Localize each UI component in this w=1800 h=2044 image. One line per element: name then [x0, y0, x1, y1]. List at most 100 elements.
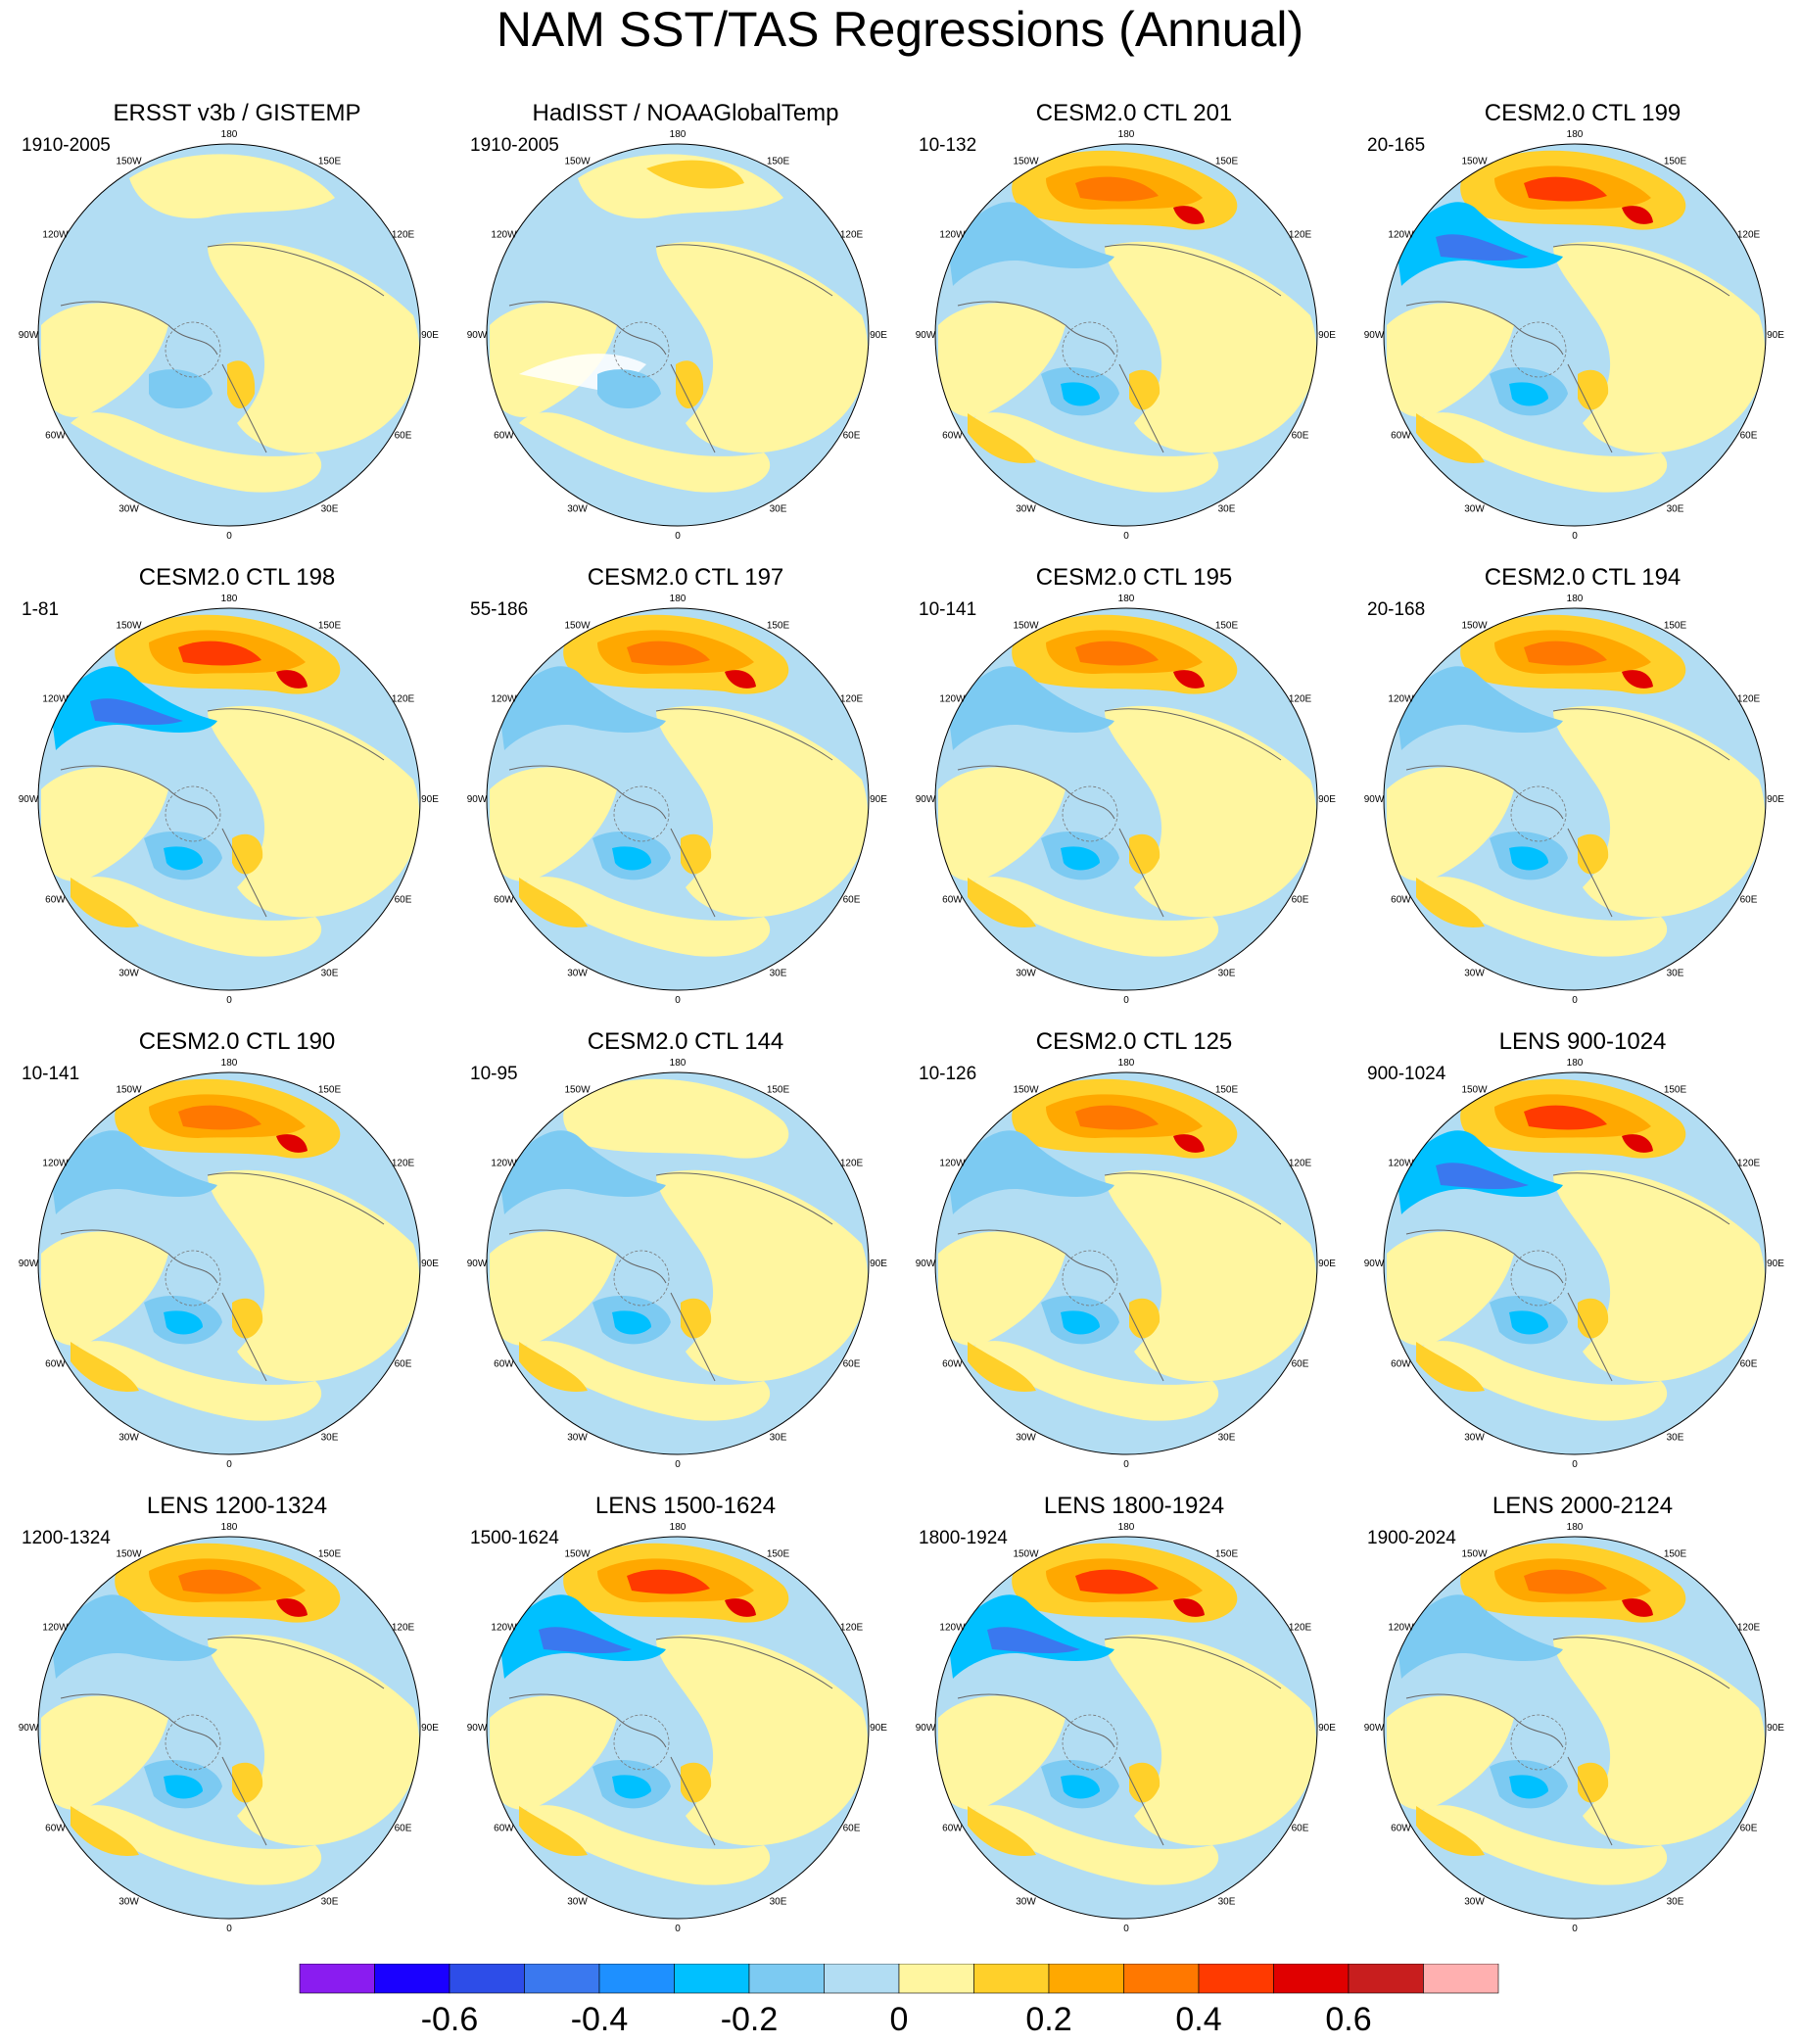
polar-map: 180 150E 120E 90E 60E 30E 0 30W 60W 90W 120W 150W: [916, 129, 1337, 542]
longitude-label: 90E: [421, 794, 439, 805]
longitude-label: 30W: [1464, 1433, 1485, 1444]
longitude-label: 120W: [491, 1623, 517, 1634]
polar-map: 180 150E 120E 90E 60E 30E 0 30W 60W 90W 120W 150W: [467, 129, 888, 542]
longitude-label: 120E: [840, 1159, 864, 1169]
panel-period: 20-165: [1367, 135, 1426, 156]
map-panel: CESM2.0 CTL 194 20-168 180 150E 120E 90E 60E 30…: [1357, 564, 1800, 1024]
panel-title: CESM2.0 CTL 195: [1035, 564, 1233, 591]
colorbar-swatch: [449, 1964, 525, 1994]
longitude-label: 150W: [1013, 156, 1039, 166]
longitude-label: 60W: [942, 1824, 963, 1834]
longitude-label: 150E: [318, 620, 342, 631]
longitude-label: 180: [1567, 129, 1584, 140]
polar-map: 180 150E 120E 90E 60E 30E 0 30W 60W 90W 120W 150W: [916, 1522, 1337, 1934]
polar-map: 180 150E 120E 90E 60E 30E 0 30W 60W 90W 120W 150W: [19, 1058, 440, 1470]
longitude-label: 150W: [116, 620, 142, 631]
longitude-label: 90W: [19, 330, 39, 341]
longitude-label: 90W: [19, 1259, 39, 1269]
longitude-label: 30E: [1667, 1897, 1684, 1908]
panel-period: 20-168: [1367, 599, 1426, 620]
colorbar-swatch: [1348, 1964, 1424, 1994]
longitude-label: 30W: [1016, 1897, 1036, 1908]
longitude-label: 150W: [1461, 1084, 1488, 1095]
longitude-label: 0: [226, 1459, 232, 1470]
map-panel: CESM2.0 CTL 190 10-141 180 150E 120E 90E 60E 30…: [12, 1028, 462, 1489]
map-panel: CESM2.0 CTL 199 20-165 180 150E 120E 90E 60E 30…: [1357, 100, 1800, 560]
longitude-label: 180: [1567, 1058, 1584, 1069]
longitude-label: 0: [1572, 531, 1578, 542]
longitude-label: 30E: [770, 504, 787, 515]
colorbar-tick-label: -0.6: [421, 2001, 479, 2038]
panel-period: 1910-2005: [22, 135, 111, 156]
colorbar-swatch: [524, 1964, 600, 1994]
longitude-label: 30E: [1218, 1433, 1236, 1444]
panel-period: 1800-1924: [919, 1528, 1008, 1548]
longitude-label: 120W: [1388, 694, 1414, 705]
longitude-label: 60W: [45, 1359, 66, 1370]
colorbar-swatch: [374, 1964, 450, 1994]
colorbar-swatch: [1198, 1964, 1274, 1994]
longitude-label: 60W: [494, 431, 514, 442]
longitude-label: 120W: [42, 230, 69, 241]
longitude-label: 90E: [1767, 1259, 1784, 1269]
longitude-label: 150W: [564, 620, 591, 631]
longitude-label: 60E: [843, 895, 861, 906]
longitude-label: 180: [221, 1058, 238, 1069]
longitude-label: 90W: [916, 794, 936, 805]
longitude-label: 90E: [1767, 1723, 1784, 1734]
longitude-label: 120E: [840, 694, 864, 705]
colorbar-swatch: [898, 1964, 974, 1994]
colorbar-tick-label: 0.2: [1025, 2001, 1071, 2038]
polar-map: 180 150E 120E 90E 60E 30E 0 30W 60W 90W 120W 150W: [1364, 594, 1785, 1006]
colorbar-swatch: [973, 1964, 1050, 1994]
longitude-label: 150E: [1664, 1084, 1687, 1095]
longitude-label: 120W: [491, 230, 517, 241]
longitude-label: 120E: [1737, 230, 1761, 241]
longitude-label: 30E: [1218, 969, 1236, 979]
panel-title: CESM2.0 CTL 194: [1484, 564, 1682, 591]
colorbar-swatch: [674, 1964, 750, 1994]
longitude-label: 30W: [567, 1897, 588, 1908]
longitude-label: 60E: [395, 431, 412, 442]
colorbar-swatch: [1273, 1964, 1350, 1994]
longitude-label: 30W: [1464, 969, 1485, 979]
longitude-label: 90W: [467, 330, 488, 341]
longitude-label: 0: [1123, 1459, 1129, 1470]
longitude-label: 0: [226, 995, 232, 1006]
longitude-label: 90E: [870, 1723, 887, 1734]
longitude-label: 120E: [1737, 1623, 1761, 1634]
longitude-label: 60W: [45, 431, 66, 442]
longitude-label: 180: [1118, 1522, 1135, 1533]
longitude-label: 120E: [840, 230, 864, 241]
longitude-label: 180: [670, 1522, 687, 1533]
longitude-label: 60E: [1292, 1359, 1309, 1370]
longitude-label: 90W: [1364, 1723, 1385, 1734]
map-panel: CESM2.0 CTL 144 10-95 180 150E 120E 90E 60E 30E…: [460, 1028, 911, 1489]
longitude-label: 90E: [421, 330, 439, 341]
longitude-label: 120E: [1289, 694, 1312, 705]
longitude-label: 90E: [1318, 794, 1336, 805]
colorbar-tick-label: 0: [890, 2001, 909, 2038]
longitude-label: 30E: [321, 1433, 339, 1444]
polar-map: 180 150E 120E 90E 60E 30E 0 30W 60W 90W 120W 150W: [19, 1522, 440, 1934]
longitude-label: 120E: [1737, 1159, 1761, 1169]
longitude-label: 180: [1567, 1522, 1584, 1533]
map-panel: HadISST / NOAAGlobalTemp 1910-2005 180 150E…: [460, 100, 911, 560]
longitude-label: 60W: [45, 1824, 66, 1834]
longitude-label: 90W: [19, 794, 39, 805]
panel-title: LENS 1800-1924: [1043, 1493, 1225, 1519]
longitude-label: 120W: [491, 1159, 517, 1169]
longitude-label: 0: [675, 531, 681, 542]
longitude-label: 120W: [491, 694, 517, 705]
longitude-label: 120E: [840, 1623, 864, 1634]
panel-title: CESM2.0 CTL 144: [587, 1028, 784, 1055]
longitude-label: 120W: [939, 694, 966, 705]
longitude-label: 150W: [116, 156, 142, 166]
map-panel: ERSST v3b / GISTEMP 1910-2005 180 150E 120E 9…: [12, 100, 462, 560]
polar-map: 180 150E 120E 90E 60E 30E 0 30W 60W 90W 120W 150W: [467, 1522, 888, 1934]
polar-map: 180 150E 120E 90E 60E 30E 0 30W 60W 90W 120W 150W: [19, 594, 440, 1006]
longitude-label: 60W: [942, 1359, 963, 1370]
panel-title: LENS 2000-2124: [1492, 1493, 1674, 1519]
longitude-label: 60E: [843, 1359, 861, 1370]
longitude-label: 60E: [843, 431, 861, 442]
